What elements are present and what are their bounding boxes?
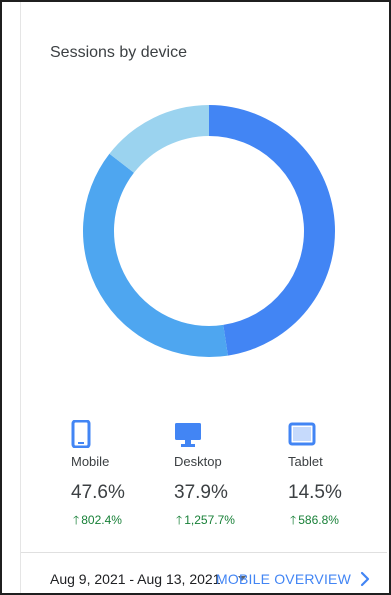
card-footer: Aug 9, 2021 - Aug 13, 2021 MOBILE OVERVI…: [50, 571, 380, 593]
date-range-selector[interactable]: Aug 9, 2021 - Aug 13, 2021: [50, 571, 221, 587]
legend-change-mobile: 🡑 802.4%: [73, 511, 122, 532]
footer-divider: [21, 552, 387, 553]
legend-item-mobile[interactable]: Mobile 47.6% 🡑 802.4%: [71, 420, 181, 527]
legend-percent-mobile: 47.6%: [71, 482, 125, 503]
arrow-up-icon: 🡑: [73, 513, 80, 527]
device-legend: Mobile 47.6% 🡑 802.4% Desktop 37.9% 🡑 1,25…: [2, 420, 391, 530]
donut-slice-desktop[interactable]: [83, 153, 228, 357]
legend-item-desktop[interactable]: Desktop 37.9% 🡑 1,257.7%: [174, 420, 284, 527]
donut-slice-mobile[interactable]: [209, 105, 336, 356]
arrow-up-icon: 🡑: [176, 513, 183, 527]
caret-down-icon[interactable]: [238, 576, 246, 581]
legend-percent-tablet: 14.5%: [288, 482, 342, 503]
donut-slice-tablet[interactable]: [109, 105, 209, 173]
legend-item-tablet[interactable]: Tablet 14.5% 🡑 586.8%: [288, 420, 391, 527]
card-title: Sessions by device: [50, 44, 187, 61]
smartphone-icon: [71, 420, 91, 448]
legend-label-tablet: Tablet: [288, 454, 323, 469]
legend-change-tablet: 🡑 586.8%: [290, 511, 339, 532]
legend-change-desktop: 🡑 1,257.7%: [176, 511, 235, 532]
left-divider: [20, 2, 21, 593]
tablet-icon: [288, 422, 316, 446]
desktop-icon: [175, 423, 201, 447]
legend-label-mobile: Mobile: [71, 454, 110, 469]
mobile-overview-link[interactable]: MOBILE OVERVIEW: [216, 571, 351, 587]
arrow-up-icon: 🡑: [290, 513, 297, 527]
donut-chart-svg: [83, 105, 336, 357]
legend-label-desktop: Desktop: [174, 454, 222, 469]
legend-change-value-desktop: 1,257.7%: [184, 513, 235, 527]
donut-chart: [82, 104, 336, 358]
legend-percent-desktop: 37.9%: [174, 482, 228, 503]
legend-change-value-tablet: 586.8%: [298, 513, 339, 527]
legend-change-value-mobile: 802.4%: [81, 513, 122, 527]
chevron-right-icon[interactable]: [356, 570, 374, 588]
